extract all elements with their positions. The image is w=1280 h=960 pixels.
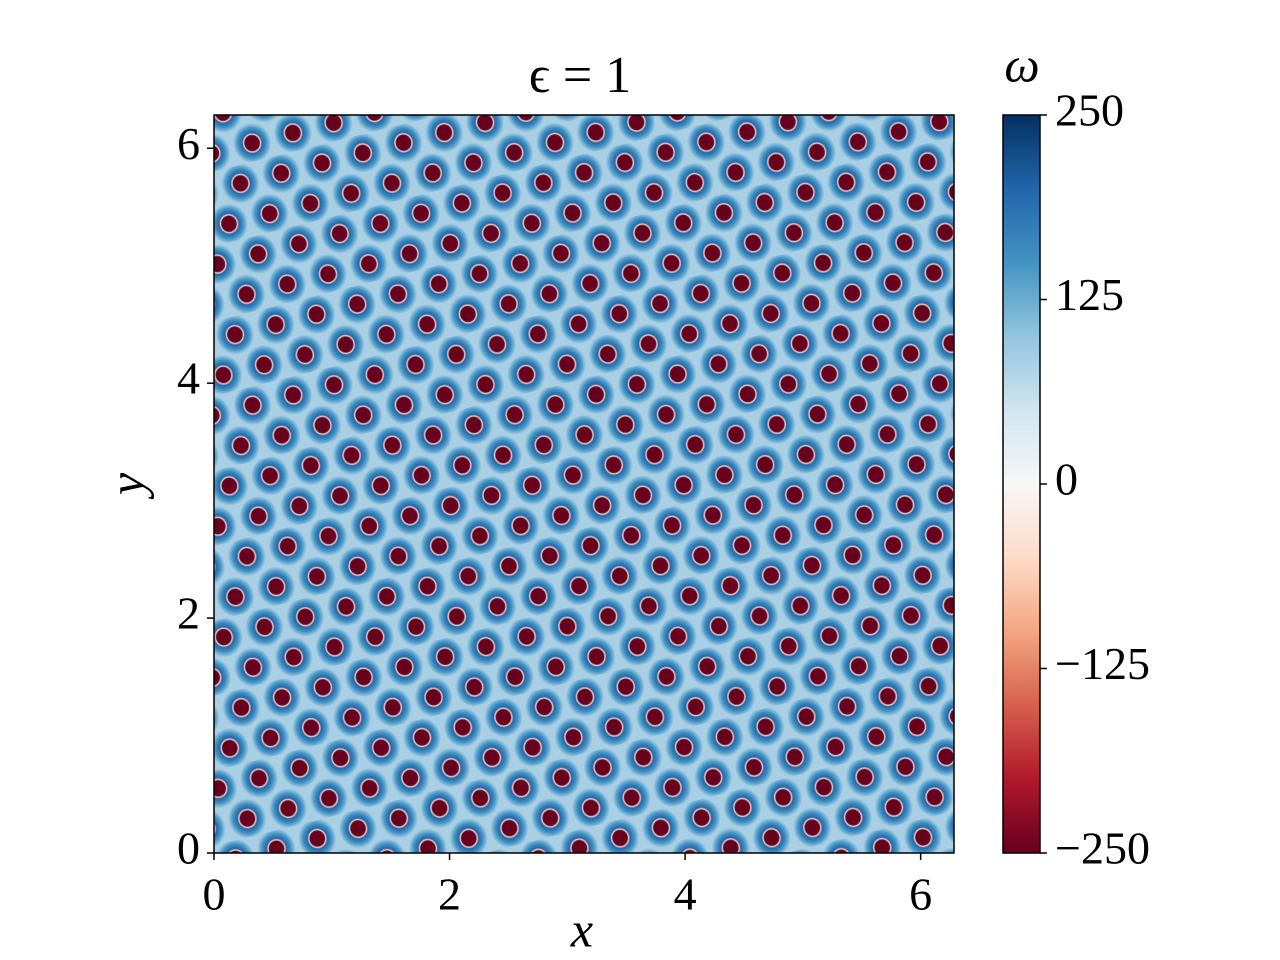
axes-frame xyxy=(213,114,955,854)
y-tick-label: 4 xyxy=(177,353,200,404)
y-tick-label: 6 xyxy=(177,118,200,169)
vorticity-field xyxy=(214,115,954,853)
colorbar-tick-label: 125 xyxy=(1055,269,1124,320)
x-tick-label: 0 xyxy=(203,869,226,920)
colorbar xyxy=(1002,114,1041,854)
y-tick-label: 2 xyxy=(177,588,200,639)
x-tick-label: 2 xyxy=(438,869,461,920)
x-axis-label: x xyxy=(570,901,593,957)
colorbar-label: ω xyxy=(1004,36,1039,92)
colorbar-tick-label: −250 xyxy=(1055,823,1150,874)
colorbar-tick-label: 250 xyxy=(1055,85,1124,136)
chart-title: ϵ = 1 xyxy=(529,47,631,104)
x-tick-label: 6 xyxy=(909,869,932,920)
colorbar-tick-label: −125 xyxy=(1055,638,1150,689)
x-tick-label: 4 xyxy=(674,869,697,920)
colorbar-tick-label: 0 xyxy=(1055,454,1078,505)
y-axis-label: y xyxy=(98,472,154,500)
y-tick-label: 0 xyxy=(177,823,200,874)
